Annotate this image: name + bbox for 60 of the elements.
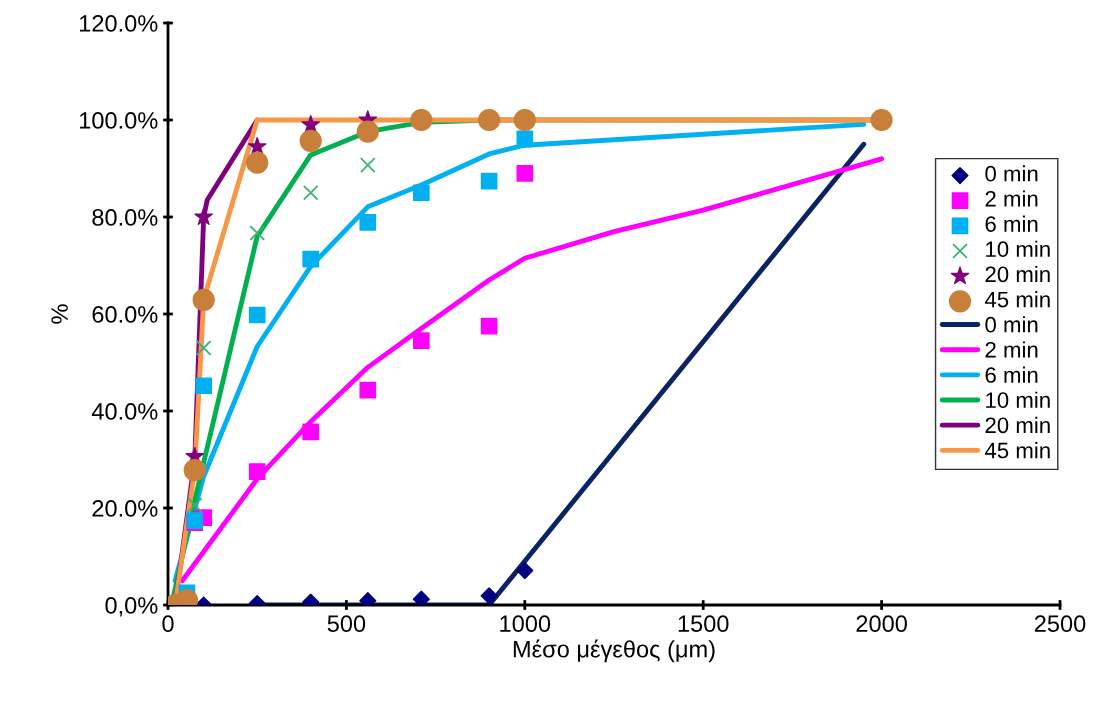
legend-label: 20 min: [985, 416, 1050, 434]
point: [412, 184, 430, 202]
y-tick-label: 100.0%: [80, 112, 158, 129]
legend-label: 20 min: [985, 265, 1050, 283]
legend-label: 10 min: [986, 391, 1050, 409]
point: [246, 151, 269, 174]
point: [410, 108, 433, 132]
point: [359, 157, 376, 173]
point: [359, 381, 377, 399]
point: [183, 459, 206, 482]
legend-label: 6 min: [985, 366, 1038, 383]
point: [248, 306, 266, 324]
x-tick-label: 1000: [500, 615, 551, 633]
point: [302, 423, 320, 441]
point: [480, 317, 498, 335]
legend-label: 0 min: [985, 316, 1038, 333]
legend-label: 10 min: [986, 240, 1050, 258]
y-tick-label: 20.0%: [92, 500, 158, 517]
point: [302, 184, 319, 201]
point: [516, 165, 534, 182]
point: [412, 590, 430, 605]
y-tick-label: 80.0%: [92, 209, 158, 226]
y-tick-label: 120.0%: [80, 15, 158, 32]
legend-label: 2 min: [985, 190, 1038, 207]
x-axis-title: Μέσο μέγεθος (μm): [513, 639, 715, 663]
point: [248, 463, 266, 480]
legend-label: 0 min: [985, 165, 1038, 182]
y-tick-label: 0,0%: [105, 597, 158, 617]
point: [478, 108, 501, 132]
x-tick-label: 500: [327, 615, 366, 633]
point: [513, 108, 536, 132]
x-tick-label: 0: [162, 615, 174, 633]
x-tick-label: 2500: [1034, 615, 1086, 633]
legend-label: 45 min: [984, 291, 1050, 308]
point: [195, 377, 213, 395]
point: [186, 497, 203, 513]
point: [356, 120, 379, 143]
point: [516, 562, 534, 580]
legend-label: 45 min: [984, 442, 1050, 459]
point: [359, 214, 377, 231]
x-tick-label: 1500: [678, 615, 729, 633]
point: [249, 225, 266, 241]
y-axis-title: %: [51, 304, 68, 324]
x-tick-label: 2000: [856, 615, 907, 633]
point: [870, 108, 893, 132]
legend-label: 6 min: [985, 215, 1038, 232]
point: [480, 172, 498, 190]
point: [194, 207, 213, 225]
point: [412, 332, 430, 350]
point: [195, 340, 212, 356]
legend-label: 2 min: [985, 341, 1038, 358]
point: [302, 250, 320, 268]
point: [301, 115, 321, 133]
point: [299, 129, 322, 152]
y-tick-label: 60.0%: [92, 306, 158, 323]
point: [516, 130, 534, 148]
point: [192, 288, 215, 312]
point: [480, 587, 498, 605]
y-tick-label: 40.0%: [91, 403, 158, 420]
point: [247, 136, 267, 155]
